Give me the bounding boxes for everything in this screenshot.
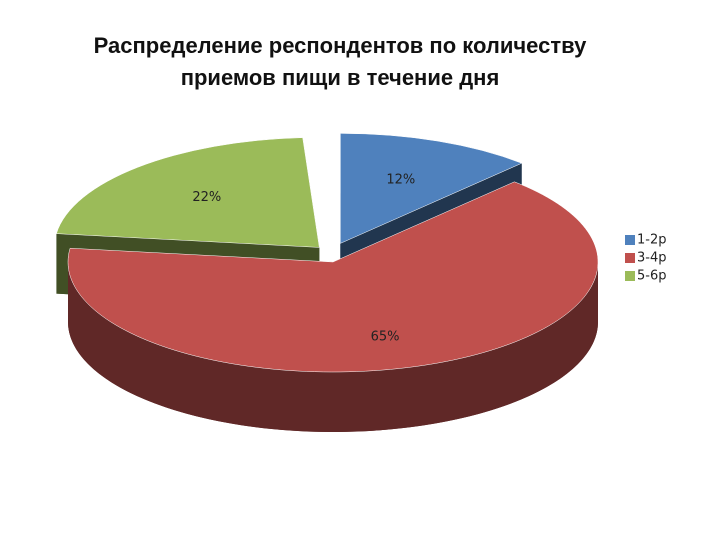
legend-swatch <box>625 235 635 245</box>
data-label: 65% <box>371 330 400 345</box>
legend-label: 1-2р <box>637 233 667 248</box>
data-label: 22% <box>192 190 221 205</box>
legend-label: 3-4р <box>637 251 667 266</box>
slice <box>340 133 523 244</box>
legend-swatch <box>625 271 635 281</box>
slice <box>56 137 320 248</box>
data-label: 12% <box>386 172 415 187</box>
slice <box>67 181 599 373</box>
chart-title: Распределение респондентов по количеству… <box>93 33 587 90</box>
legend-label: 5-6р <box>637 269 667 284</box>
slice-outer-wall <box>68 262 598 432</box>
legend-swatch <box>625 253 635 263</box>
